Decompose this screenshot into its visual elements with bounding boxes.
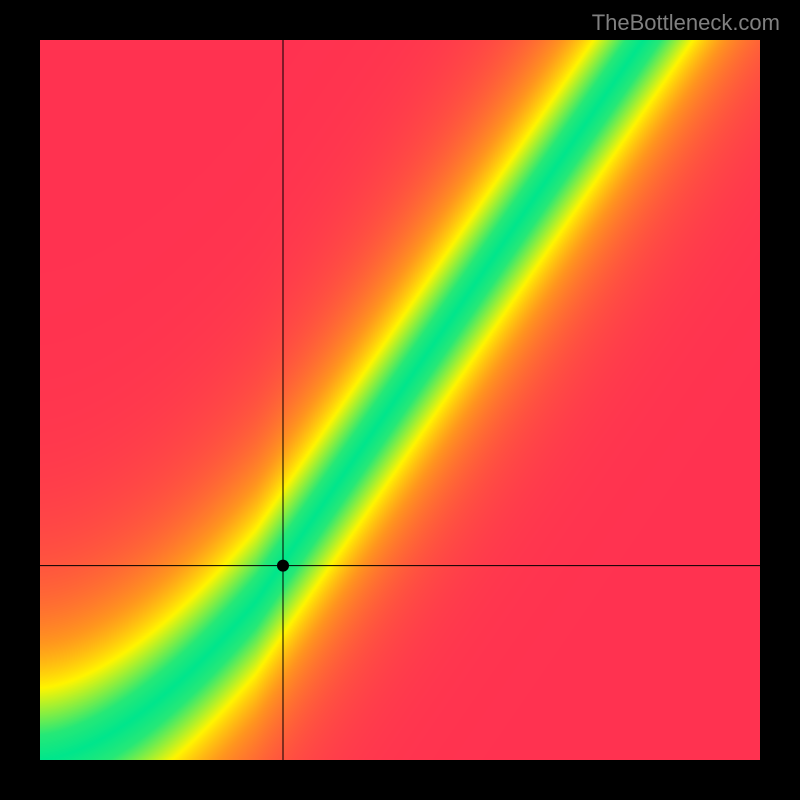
heatmap-canvas [40, 40, 760, 760]
watermark-label: TheBottleneck.com [592, 10, 780, 36]
bottleneck-heatmap [40, 40, 760, 760]
